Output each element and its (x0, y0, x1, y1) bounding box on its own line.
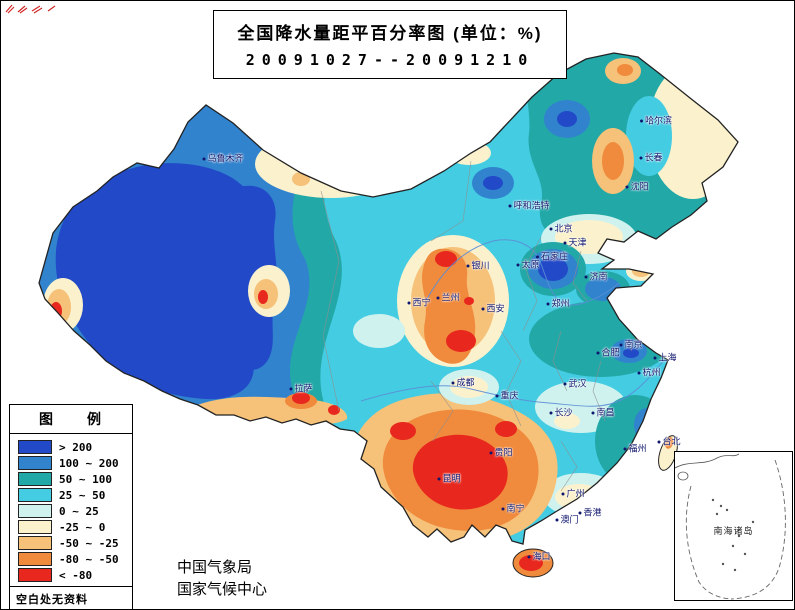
corner-stamp-icon (5, 4, 56, 14)
inset-coastline (674, 453, 740, 481)
legend-range-label: -25 ~ 0 (59, 520, 106, 534)
rivers (360, 239, 666, 407)
legend-range-label: < -80 (59, 568, 93, 582)
legend-range-label: -50 ~ -25 (59, 536, 119, 550)
map-title: 全国降水量距平百分率图 (单位：%) (237, 24, 543, 43)
legend-item: < -80 (18, 568, 124, 582)
legend-swatch (18, 472, 52, 486)
legend-item: 25 ~ 50 (18, 488, 124, 502)
province-borders (320, 160, 642, 492)
legend-item: -25 ~ 0 (18, 520, 124, 534)
legend-swatch (18, 504, 52, 518)
legend-range-label: 50 ~ 100 (59, 472, 112, 486)
inset-islands (711, 498, 755, 572)
legend-swatch (18, 552, 52, 566)
legend-range-label: -80 ~ -50 (59, 552, 119, 566)
legend-item: > 200 (18, 440, 124, 454)
legend-box: 图 例 > 200 100 ~ 200 50 ~ 100 25 ~ 50 0 ~ 25 -… (9, 404, 133, 609)
central-north-region (353, 235, 509, 367)
inset-map (674, 453, 786, 600)
legend-swatch (18, 488, 52, 502)
inset-label: 南海诸岛 (713, 526, 754, 536)
legend-swatch (18, 456, 52, 470)
legend-range-label: 0 ~ 25 (59, 504, 99, 518)
title-box: 全国降水量距平百分率图 (单位：%) 20091027--20091210 (213, 10, 567, 79)
legend-item: 100 ~ 200 (18, 456, 124, 470)
map-date-range: 20091027--20091210 (245, 51, 535, 69)
org-line-1: 中国气象局 (177, 559, 253, 576)
legend-rows: > 200 100 ~ 200 50 ~ 100 25 ~ 50 0 ~ 25 -25 ~… (10, 434, 132, 586)
legend-swatch (18, 536, 52, 550)
legend-range-label: 100 ~ 200 (59, 456, 119, 470)
legend-item: -50 ~ -25 (18, 536, 124, 550)
legend-swatch (18, 568, 52, 582)
legend-item: 0 ~ 25 (18, 504, 124, 518)
inset-dashed-boundary (685, 459, 786, 600)
legend-item: -80 ~ -50 (18, 552, 124, 566)
south-china-sea-inset: 南海诸岛 (674, 451, 793, 601)
legend-range-label: 25 ~ 50 (59, 488, 106, 502)
legend-no-data-label: 空白处无资料 (10, 586, 132, 609)
hainan-island (512, 548, 554, 578)
org-line-2: 国家气候中心 (177, 580, 268, 598)
taiwan-island (658, 435, 678, 471)
legend-swatch (18, 440, 52, 454)
legend-item: 50 ~ 100 (18, 472, 124, 486)
legend-title: 图 例 (10, 405, 132, 434)
legend-range-label: > 200 (59, 440, 93, 454)
footer: 中国气象局 国家气候中心 (177, 557, 267, 601)
legend-swatch (18, 520, 52, 534)
